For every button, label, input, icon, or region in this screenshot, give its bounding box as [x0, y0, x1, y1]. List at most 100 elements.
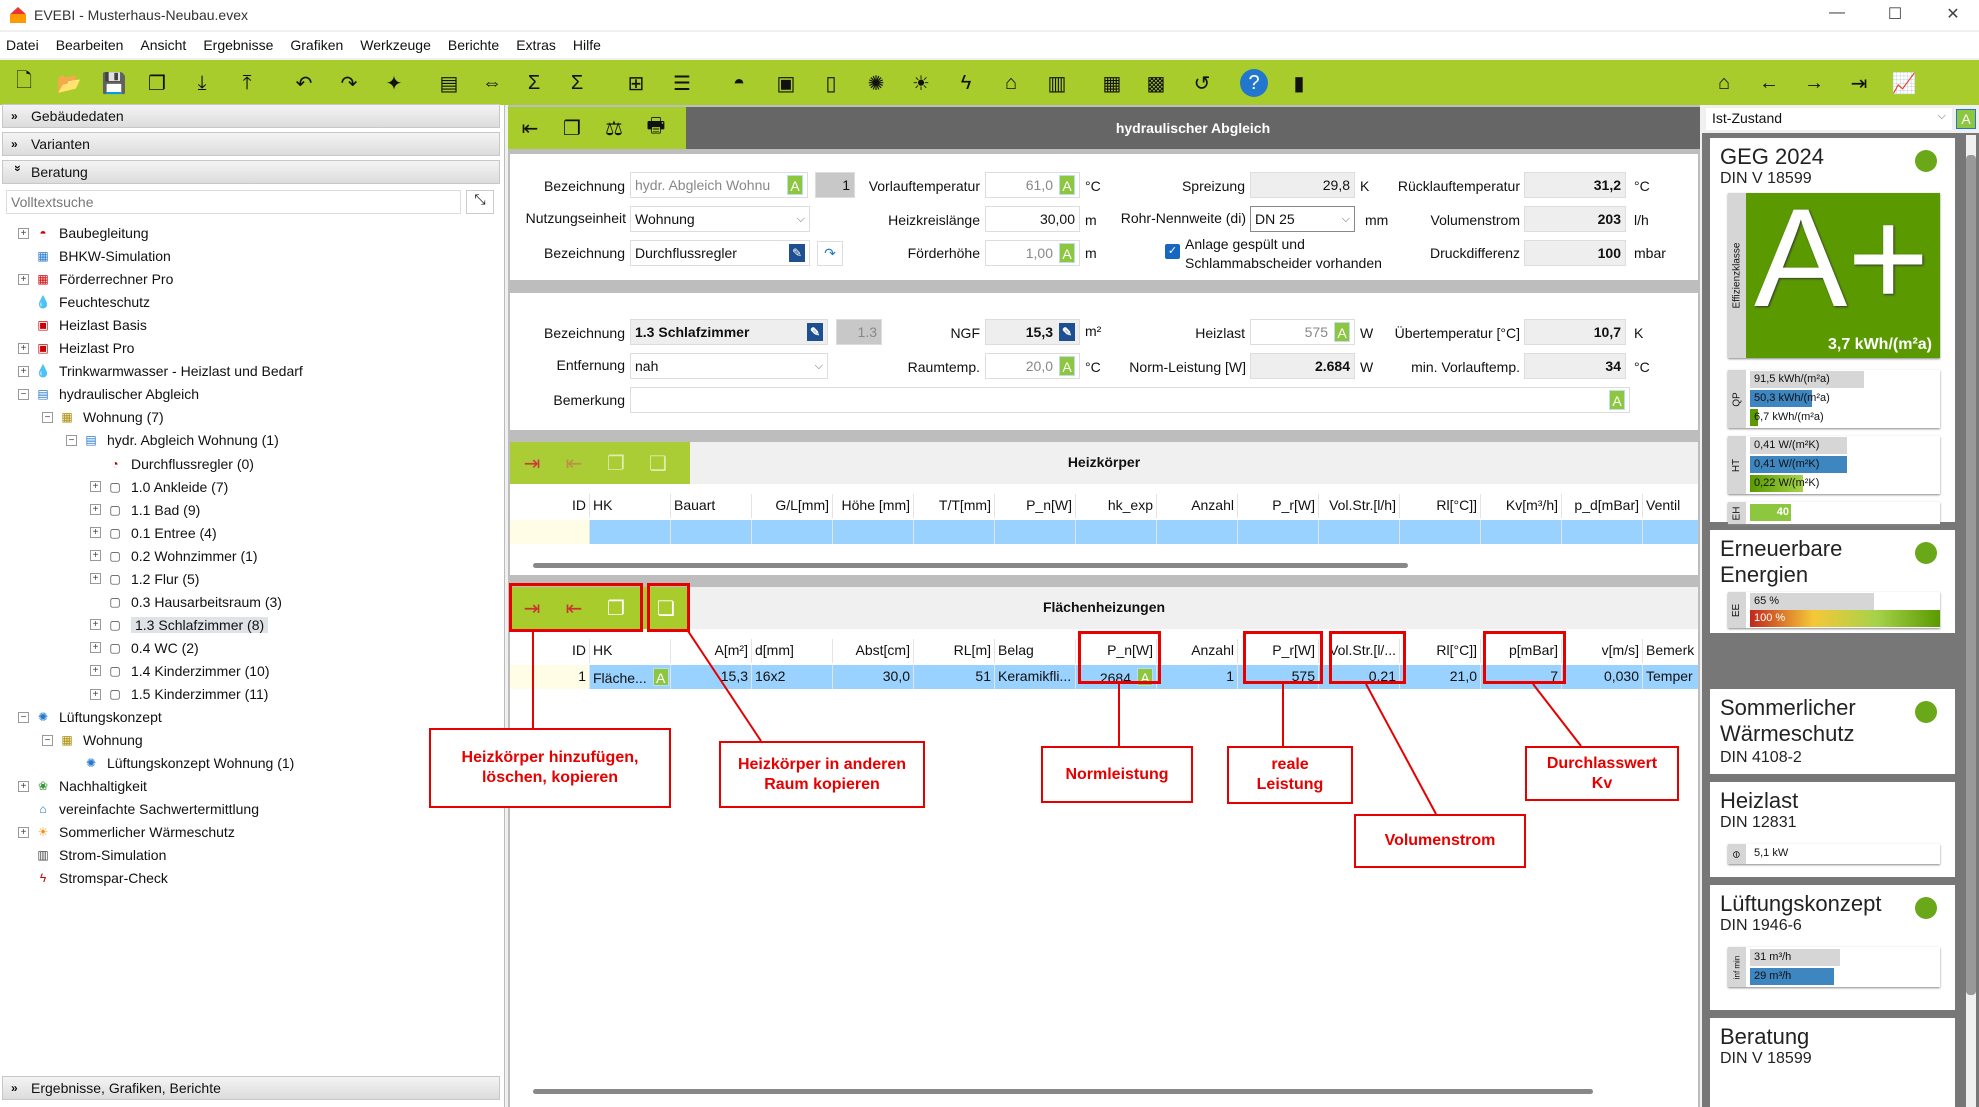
door-icon[interactable]: ▮ [1293, 72, 1305, 95]
auto-value-icon[interactable]: A [1059, 356, 1075, 376]
tree-item[interactable]: ϟ Stromspar-Check [18, 867, 168, 889]
tree-item[interactable]: + ▦ Förderrechner Pro [18, 268, 173, 290]
collapse-icon[interactable]: − [66, 434, 77, 446]
arrow-left-icon[interactable]: ← [1759, 71, 1779, 94]
tree-item[interactable]: − ✺ Lüftungskonzept [18, 706, 162, 728]
table-cell[interactable] [995, 520, 1076, 544]
copy-icon[interactable]: ❐ [563, 117, 581, 140]
help-icon[interactable]: ? [1240, 69, 1268, 97]
column-header[interactable]: p[mBar] [1481, 639, 1562, 663]
horizontal-scrollbar[interactable] [533, 563, 1408, 568]
tree-item[interactable]: + ▢ 1.1 Bad (9) [90, 499, 200, 521]
network-icon[interactable]: ✺ [867, 72, 885, 95]
column-header[interactable]: P_n[W] [995, 494, 1076, 518]
horizontal-scrollbar[interactable] [533, 1089, 1593, 1094]
expand-icon[interactable]: + [90, 619, 101, 631]
chart-icon[interactable]: ▩ [1146, 72, 1166, 95]
table-cell[interactable] [833, 520, 914, 544]
column-header[interactable]: T/T[mm] [914, 494, 995, 518]
tree-item[interactable]: + ▢ 1.0 Ankleide (7) [90, 476, 228, 498]
tree-item[interactable]: ▣ Heizlast Basis [18, 314, 147, 336]
column-header[interactable]: P_r[W] [1238, 494, 1319, 518]
collapse-icon[interactable]: − [42, 411, 53, 423]
room-name-input[interactable]: 1.3 Schlafzimmer ✎ [630, 319, 828, 345]
vertical-scrollbar[interactable] [1966, 135, 1976, 1107]
table-cell[interactable]: 7 [1481, 665, 1562, 689]
expand-icon[interactable]: + [18, 273, 29, 285]
expand-icon[interactable]: + [90, 481, 101, 493]
section-gebaeudedaten[interactable]: » Gebäudedaten [2, 104, 500, 128]
heizkreislaenge-input[interactable]: 30,00 [985, 206, 1080, 232]
exit-icon[interactable]: ⇥ [1850, 72, 1868, 95]
vorlauftemperatur-input[interactable]: 61,0 A [985, 172, 1080, 198]
collapse-icon[interactable]: − [42, 734, 53, 746]
table-cell[interactable] [1481, 520, 1562, 544]
sun-icon[interactable]: ☀ [912, 72, 930, 95]
tree-item[interactable]: + ▢ 0.2 Wohnzimmer (1) [90, 545, 258, 567]
form-icon[interactable]: ▯ [825, 72, 837, 95]
column-header[interactable]: HK [590, 639, 671, 663]
column-header[interactable]: G/L[mm] [752, 494, 833, 518]
table-cell[interactable] [1076, 520, 1157, 544]
table-cell[interactable] [1643, 520, 1698, 544]
copy-window-icon[interactable]: ❐ [148, 72, 166, 95]
column-header[interactable]: P_n[W] [1076, 639, 1157, 663]
remove-radiator-icon[interactable]: ⇤ [565, 597, 583, 620]
column-header[interactable]: ID [510, 494, 590, 518]
menu-hilfe[interactable]: Hilfe [572, 37, 601, 53]
table-cell[interactable]: 0,21 [1319, 665, 1400, 689]
menu-bearbeiten[interactable]: Bearbeiten [55, 37, 124, 53]
menu-berichte[interactable]: Berichte [447, 37, 500, 53]
auto-value-icon[interactable]: A [652, 668, 669, 686]
table-cell[interactable]: Temper [1643, 665, 1698, 689]
tree-item[interactable]: ⌂ vereinfachte Sachwertermittlung [18, 798, 259, 820]
column-header[interactable]: Vol.Str.[l/... [1319, 639, 1400, 663]
card-sommer[interactable]: Sommerlicher Wärmeschutz DIN 4108-2 [1710, 689, 1955, 774]
tree-item[interactable]: + ▢ 1.3 Schlafzimmer (8) [90, 614, 269, 636]
variant-select[interactable]: Ist-Zustand ⌵ [1706, 108, 1952, 130]
column-header[interactable]: Vol.Str.[l/h] [1319, 494, 1400, 518]
expand-icon[interactable]: + [18, 780, 29, 792]
chart-line-icon[interactable]: 📈 [1891, 72, 1917, 95]
align-left-icon[interactable]: ⇤ [521, 117, 539, 140]
card-lueftung[interactable]: Lüftungskonzept DIN 1946-6 inf min 31 m³… [1710, 885, 1955, 1010]
column-header[interactable]: Anzahl [1157, 494, 1238, 518]
section-varianten[interactable]: » Varianten [2, 132, 500, 156]
table-cell[interactable]: 16x2 [752, 665, 833, 689]
card-beratung[interactable]: Beratung DIN V 18599 [1710, 1018, 1955, 1107]
table-row[interactable]: 1 Fläche... A 15,3 16x2 30,0 51 Keramikfli... 26… [510, 665, 1698, 689]
table-cell[interactable]: 30,0 [833, 665, 914, 689]
table-cell[interactable]: 1 [1157, 665, 1238, 689]
table-cell[interactable] [510, 520, 590, 544]
tree-item[interactable]: + ☀ Sommerlicher Wärmeschutz [18, 821, 235, 843]
expand-icon[interactable]: + [18, 342, 29, 354]
column-header[interactable]: Bauart [671, 494, 752, 518]
import-icon[interactable]: ⤓ [197, 71, 207, 94]
entfernung-select[interactable]: nah ⌵ [630, 353, 828, 379]
expand-icon[interactable]: + [90, 688, 101, 700]
section-beratung[interactable]: » Beratung [2, 160, 500, 184]
auto-value-icon[interactable]: A [1059, 175, 1075, 195]
table-cell[interactable] [671, 520, 752, 544]
column-header[interactable]: Anzahl [1157, 639, 1238, 663]
column-header[interactable]: Abst[cm] [833, 639, 914, 663]
column-header[interactable]: Rl[°C]] [1400, 494, 1481, 518]
document-icon[interactable]: ▤ [439, 72, 459, 95]
tree-item[interactable]: + ▣ Heizlast Pro [18, 337, 134, 359]
add-radiator-icon[interactable]: ⇥ [523, 597, 541, 620]
compare-icon[interactable]: ⇔ [482, 71, 502, 94]
open-folder-icon[interactable]: 📂 [56, 72, 82, 95]
table-cell[interactable]: Keramikfli... [995, 665, 1076, 689]
foerderhoehe-input[interactable]: 1,00 A [985, 240, 1080, 266]
table-row[interactable] [510, 520, 1698, 544]
pdf-icon[interactable]: ▣ [776, 72, 796, 95]
regler-link-button[interactable]: ↷ [817, 241, 843, 266]
expand-icon[interactable]: + [90, 642, 101, 654]
column-header[interactable]: Kv[m³/h] [1481, 494, 1562, 518]
tree-item[interactable]: − ▤ hydr. Abgleich Wohnung (1) [66, 429, 279, 451]
remove-radiator-icon[interactable]: ⇤ [565, 452, 583, 475]
copy-to-room-icon[interactable]: ❏ [657, 597, 675, 620]
section-ergebnisse[interactable]: » Ergebnisse, Grafiken, Berichte [2, 1076, 500, 1100]
tree-item[interactable]: ✺ Lüftungskonzept Wohnung (1) [66, 752, 294, 774]
raumtemp-input[interactable]: 20,0 A [985, 353, 1080, 379]
